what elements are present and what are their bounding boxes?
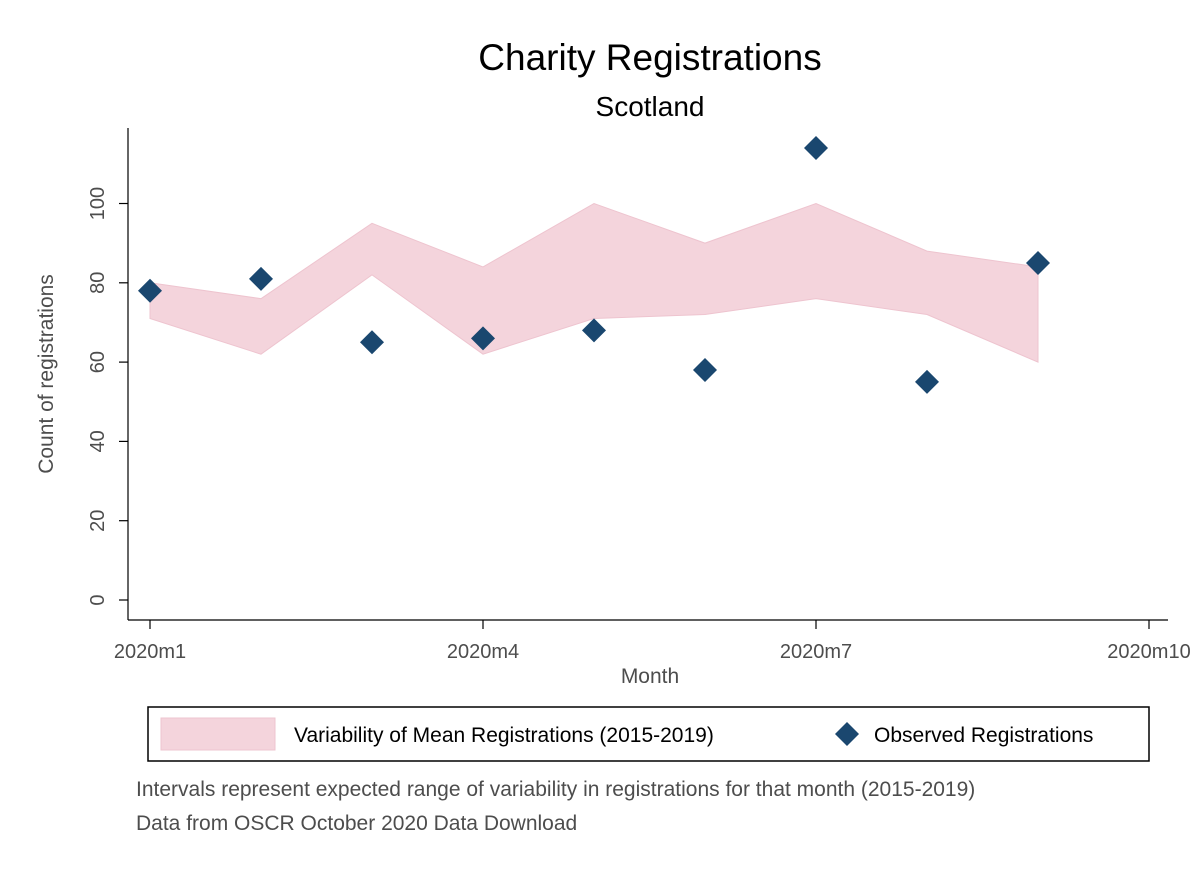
observed-point	[249, 266, 273, 291]
x-axis-ticks: 2020m1 2020m4 2020m7 2020m10	[114, 620, 1191, 663]
legend-band-swatch	[160, 717, 276, 751]
legend-frame	[147, 706, 1150, 762]
observed-point	[582, 318, 606, 343]
observed-point	[693, 358, 717, 383]
plot-area	[138, 136, 1050, 394]
legend-band-label: Variability of Mean Registrations (2015-…	[294, 724, 714, 747]
observed-point	[138, 278, 162, 303]
x-tick-label: 2020m1	[114, 641, 186, 663]
x-tick-label: 2020m10	[1107, 641, 1190, 663]
y-tick-label: 20	[87, 510, 109, 532]
y-axis-ticks: 0 20 40 60 80 100	[87, 187, 128, 606]
observed-point	[471, 326, 495, 351]
y-tick-label: 80	[87, 272, 109, 294]
y-tick-label: 60	[87, 351, 109, 373]
x-tick-label: 2020m7	[780, 641, 852, 663]
observed-point	[1026, 250, 1050, 275]
legend: Variability of Mean Registrations (2015-…	[147, 706, 1150, 762]
x-tick-label: 2020m4	[447, 641, 519, 663]
x-axis-title: Month	[621, 665, 679, 688]
chart-note-2: Data from OSCR October 2020 Data Downloa…	[136, 812, 577, 835]
y-tick-label: 40	[87, 430, 109, 452]
variability-band	[149, 202, 1039, 363]
observed-point	[915, 369, 939, 394]
chart-subtitle: Scotland	[596, 91, 705, 122]
observed-point	[804, 136, 828, 160]
y-tick-label: 0	[87, 594, 109, 605]
legend-diamond-marker	[835, 722, 859, 746]
y-tick-label: 100	[87, 187, 109, 220]
y-axis-title: Count of registrations	[35, 274, 58, 474]
chart-note-1: Intervals represent expected range of va…	[136, 778, 975, 801]
chart-title: Charity Registrations	[478, 37, 821, 78]
legend-observed-label: Observed Registrations	[874, 724, 1093, 747]
observed-point	[360, 330, 384, 355]
